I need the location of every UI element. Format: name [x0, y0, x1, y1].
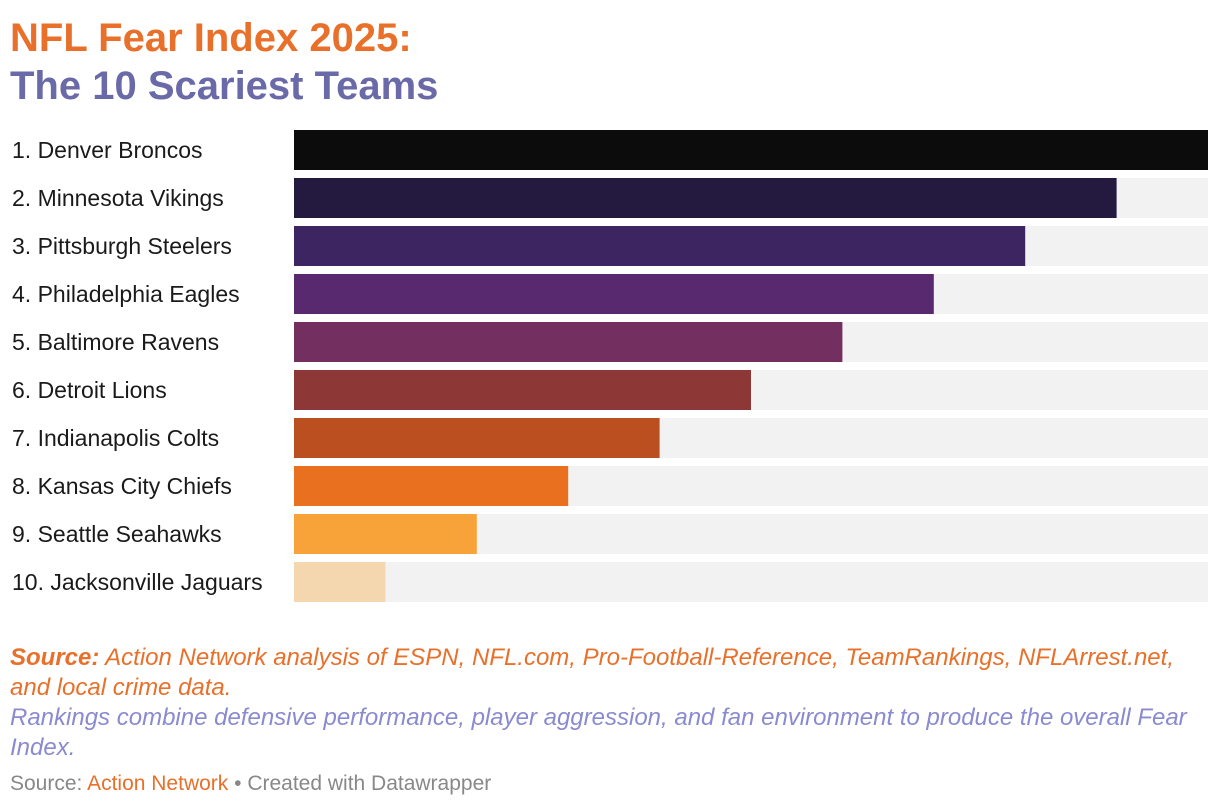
- bar: [294, 418, 660, 458]
- bar: [294, 466, 569, 506]
- category-label: 10. Jacksonville Jaguars: [12, 569, 263, 595]
- bar-chart: 1. Denver Broncos 2. Minnesota Vikings 3. …: [12, 130, 1208, 602]
- bar: [294, 370, 751, 410]
- title-line-1: NFL Fear Index 2025:: [10, 16, 412, 60]
- bar: [294, 514, 477, 554]
- title-line-2: The 10 Scariest Teams: [10, 64, 439, 108]
- source-note-text: Action Network analysis of ESPN, NFL.com…: [10, 644, 1174, 701]
- category-label: 7. Indianapolis Colts: [12, 425, 219, 451]
- category-label: 4. Philadelphia Eagles: [12, 281, 240, 307]
- chart-title: NFL Fear Index 2025: The 10 Scariest Tea…: [10, 14, 438, 110]
- category-label: 5. Baltimore Ravens: [12, 329, 219, 355]
- source-note: Source: Action Network analysis of ESPN,…: [10, 643, 1210, 703]
- category-label: 6. Detroit Lions: [12, 377, 167, 403]
- footer-source-link[interactable]: Action Network: [87, 772, 229, 795]
- chart-notes: Source: Action Network analysis of ESPN,…: [10, 643, 1210, 763]
- bar-track: [294, 562, 1208, 602]
- category-label: 3. Pittsburgh Steelers: [12, 233, 232, 259]
- category-label: 1. Denver Broncos: [12, 137, 202, 163]
- bar: [294, 562, 386, 602]
- bar: [294, 322, 843, 362]
- category-label: 8. Kansas City Chiefs: [12, 473, 232, 499]
- bar: [294, 178, 1117, 218]
- bar: [294, 274, 934, 314]
- bar: [294, 130, 1208, 170]
- rankings-note: Rankings combine defensive performance, …: [10, 704, 1187, 761]
- bar: [294, 226, 1026, 266]
- footer-prefix: Source:: [10, 772, 88, 795]
- category-label: 2. Minnesota Vikings: [12, 185, 224, 211]
- footer-separator: •: [228, 772, 248, 795]
- footer: Source: Action Network • Created with Da…: [10, 772, 491, 796]
- category-label: 9. Seattle Seahawks: [12, 521, 222, 547]
- footer-credit: Created with Datawrapper: [247, 772, 492, 795]
- source-note-label: Source:: [10, 644, 100, 671]
